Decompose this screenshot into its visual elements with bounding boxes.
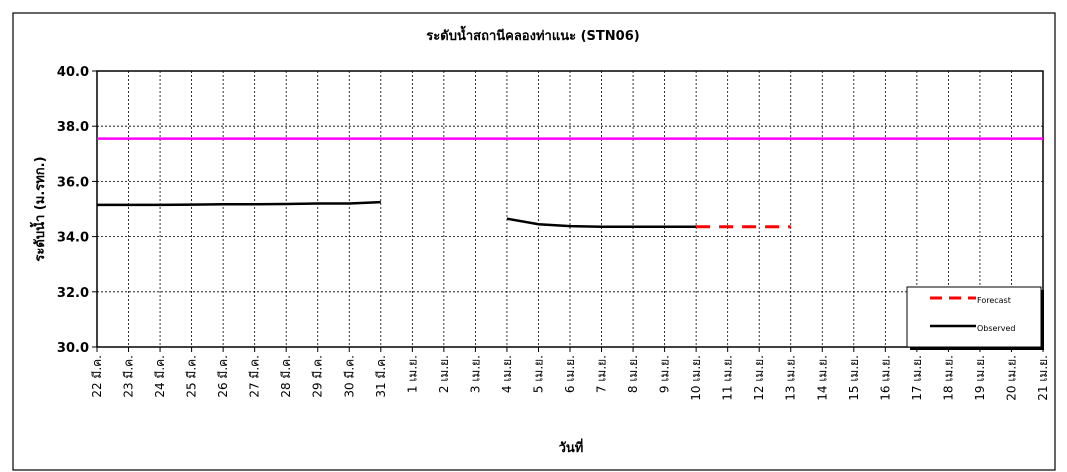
x-tick-label: 12 เม.ย. — [752, 355, 766, 401]
legend: Forecast Observed — [906, 286, 1044, 350]
series-layer — [97, 137, 1043, 229]
x-tick-label: 6 เม.ย. — [563, 355, 577, 393]
x-tick-label: 19 เม.ย. — [973, 355, 987, 401]
x-tick-label: 17 เม.ย. — [910, 355, 924, 401]
legend-forecast-label: Forecast — [977, 296, 1011, 305]
legend-box — [906, 286, 1042, 348]
x-tick-label: 10 เม.ย. — [689, 355, 703, 401]
x-tick-label: 20 เม.ย. — [1004, 355, 1018, 401]
x-tick-label: 9 เม.ย. — [658, 355, 672, 393]
x-tick-label: 27 มี.ค. — [248, 355, 262, 398]
x-tick-label: 1 เม.ย. — [405, 355, 419, 393]
x-tick-label: 21 เม.ย. — [1036, 355, 1050, 401]
x-tick-label: 30 มี.ค. — [342, 355, 356, 398]
y-tick-label: 38.0 — [57, 120, 89, 135]
x-tick-label: 2 เม.ย. — [437, 355, 451, 393]
x-tick-label: 4 เม.ย. — [500, 355, 514, 393]
y-tick-label: 36.0 — [57, 175, 89, 190]
x-axis-title: วันที่ — [559, 438, 584, 456]
y-axis-ticks: 30.0 32.0 34.0 36.0 38.0 40.0 — [57, 65, 97, 356]
grid-layer — [97, 71, 1043, 347]
y-tick-label: 34.0 — [57, 231, 89, 246]
x-tick-label: 8 เม.ย. — [626, 355, 640, 393]
y-tick-label: 40.0 — [57, 65, 89, 80]
x-tick-label: 3 เม.ย. — [468, 355, 482, 393]
x-tick-label: 18 เม.ย. — [941, 355, 955, 401]
x-tick-label: 13 เม.ย. — [784, 355, 798, 401]
x-tick-label: 16 เม.ย. — [878, 355, 892, 401]
x-tick-label: 22 มี.ค. — [90, 355, 104, 398]
x-tick-label: 7 เม.ย. — [595, 355, 609, 393]
x-tick-label: 31 มี.ค. — [374, 355, 388, 398]
legend-observed-label: Observed — [977, 324, 1016, 333]
x-tick-label: 11 เม.ย. — [721, 355, 735, 401]
x-tick-label: 26 มี.ค. — [216, 355, 230, 398]
chart-title: ระดับน้ำสถานีคลองท่าแนะ (STN06) — [426, 25, 639, 44]
series-line-observed — [506, 217, 697, 228]
y-tick-label: 32.0 — [57, 286, 89, 301]
x-tick-label: 28 มี.ค. — [279, 355, 293, 398]
outer-frame — [12, 12, 1056, 471]
x-tick-label: 25 มี.ค. — [185, 355, 199, 398]
x-tick-label: 29 มี.ค. — [311, 355, 325, 398]
series-line-observed — [97, 200, 381, 207]
x-axis-ticks: 22 มี.ค. 23 มี.ค. 24 มี.ค. 25 มี.ค. 26 มี.ค.… — [90, 347, 1050, 401]
x-tick-label: 23 มี.ค. — [122, 355, 136, 398]
x-tick-label: 15 เม.ย. — [847, 355, 861, 401]
x-tick-label: 24 มี.ค. — [153, 355, 167, 398]
x-tick-label: 14 เม.ย. — [815, 355, 829, 401]
y-axis-title: ระดับน้ำ (ม.รทก.) — [29, 156, 48, 261]
x-tick-label: 5 เม.ย. — [531, 355, 545, 393]
y-tick-label: 30.0 — [57, 341, 89, 356]
